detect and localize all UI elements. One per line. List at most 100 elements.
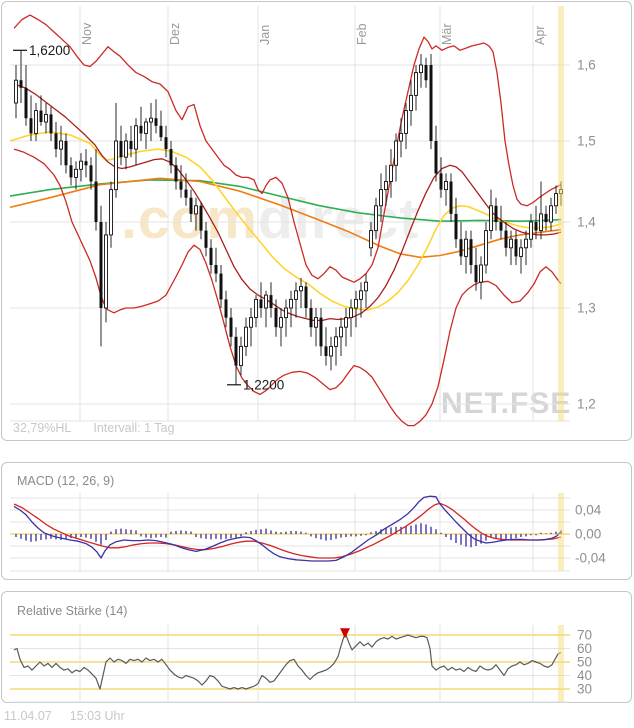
candle-body-up xyxy=(364,281,368,292)
candle-body-up xyxy=(329,345,333,357)
price-tick-label: 1,6 xyxy=(577,58,596,73)
candle-body-down xyxy=(184,189,188,198)
candle-body-up xyxy=(479,264,483,283)
candle-body-up xyxy=(414,72,418,96)
candle-body-up xyxy=(244,326,248,347)
candle-body-down xyxy=(24,87,28,119)
candle-body-down xyxy=(199,205,203,231)
candle-body-up xyxy=(549,205,553,223)
candle-body-down xyxy=(69,165,73,178)
candle-body-up xyxy=(249,317,253,328)
candle-body-up xyxy=(379,189,383,207)
timestamp-time: 15:03 Uhr xyxy=(69,709,125,723)
candle-body-up xyxy=(279,317,283,328)
candle-body-down xyxy=(499,222,503,231)
candle-body-up xyxy=(284,307,288,319)
candle-body-up xyxy=(299,286,303,292)
rsi-highlight-band xyxy=(558,625,564,702)
candle-body-up xyxy=(384,181,388,191)
candle-body-down xyxy=(319,317,323,347)
candle-body-down xyxy=(544,213,548,222)
candle-body-down xyxy=(534,222,538,231)
candle-body-up xyxy=(554,193,558,207)
rsi-tick-label: 30 xyxy=(577,682,592,697)
candle-body-up xyxy=(59,140,63,150)
candle-body-down xyxy=(89,165,93,182)
watermark-brand-part: .com xyxy=(121,187,259,251)
candle-body-down xyxy=(209,247,213,265)
candle-body-up xyxy=(369,230,373,249)
rsi-tick-label: 70 xyxy=(577,628,592,643)
price-tick-label: 1,3 xyxy=(577,301,596,316)
candle-body-up xyxy=(374,205,378,232)
candle-body-down xyxy=(429,65,433,141)
rsi-title: Relative Stärke (14) xyxy=(17,604,128,618)
candle-body-up xyxy=(109,189,113,236)
candle-body-down xyxy=(219,273,223,300)
candle-body-down xyxy=(119,141,123,158)
rsi-tick-label: 60 xyxy=(577,641,592,656)
candle-body-up xyxy=(149,117,153,123)
candle-body-down xyxy=(514,239,518,257)
price-tick-label: 1,5 xyxy=(577,134,596,149)
candle-body-up xyxy=(489,205,493,232)
candle-body-up xyxy=(344,317,348,328)
candle-body-down xyxy=(229,317,233,337)
candle-body-up xyxy=(34,110,38,134)
gd90-line xyxy=(9,177,562,259)
candle-body-up xyxy=(524,238,528,249)
candle-body-down xyxy=(309,308,313,328)
bollinger-middle-line xyxy=(13,83,562,322)
candle-body-up xyxy=(44,113,48,123)
macd-tick-label: 0,04 xyxy=(575,503,602,518)
candle-body-down xyxy=(304,286,308,308)
candle-body-up xyxy=(14,79,18,104)
candle-body-down xyxy=(84,161,88,166)
candle-body-down xyxy=(94,181,98,222)
month-label: Dez xyxy=(168,23,182,45)
month-label: Feb xyxy=(355,23,369,45)
rsi-line xyxy=(13,634,562,690)
rsi-signal-marker xyxy=(340,628,350,639)
candle-body-down xyxy=(169,149,173,166)
candle-body-up xyxy=(334,336,338,347)
candle-body-up xyxy=(194,205,198,215)
candle-body-up xyxy=(539,213,543,232)
candle-body-up xyxy=(529,221,533,240)
candle-body-up xyxy=(114,140,118,191)
candle-body-down xyxy=(204,230,208,248)
month-label: Jan xyxy=(258,25,272,45)
candle-body-up xyxy=(134,125,138,150)
candle-body-down xyxy=(259,299,263,308)
candle-body-down xyxy=(179,181,183,190)
candle-body-down xyxy=(54,133,58,150)
candle-body-up xyxy=(359,290,363,300)
price-tick-label: 1,4 xyxy=(577,215,596,230)
month-label: Mär xyxy=(440,23,454,45)
candle-body-up xyxy=(419,64,423,74)
candle-body-up xyxy=(294,290,298,300)
candle-body-down xyxy=(439,173,443,190)
candle-body-down xyxy=(234,336,238,366)
candle-body-up xyxy=(444,181,448,191)
candle-body-down xyxy=(469,239,473,265)
macd-line xyxy=(13,495,562,562)
candle-body-up xyxy=(104,234,108,309)
macd-signal-line xyxy=(13,502,562,559)
candle-body-up xyxy=(484,230,488,266)
comdirect-watermark: .comdirect xyxy=(121,191,419,248)
candle-body-down xyxy=(189,197,193,214)
bollinger-lower-line xyxy=(13,148,562,427)
watermark-gray-part: direct xyxy=(258,187,420,251)
candle-body-down xyxy=(49,114,53,134)
percent-hl-label: 32,79%HL xyxy=(13,421,72,435)
candle-body-up xyxy=(394,140,398,166)
interval-label: Intervall: 1 Tag xyxy=(93,421,175,435)
candle-body-up xyxy=(254,298,258,319)
month-label: Apr xyxy=(533,26,547,45)
macd-highlight-band xyxy=(558,493,564,571)
candle-body-down xyxy=(424,65,428,81)
candle-body-down xyxy=(474,265,478,283)
candle-body-up xyxy=(79,160,83,170)
